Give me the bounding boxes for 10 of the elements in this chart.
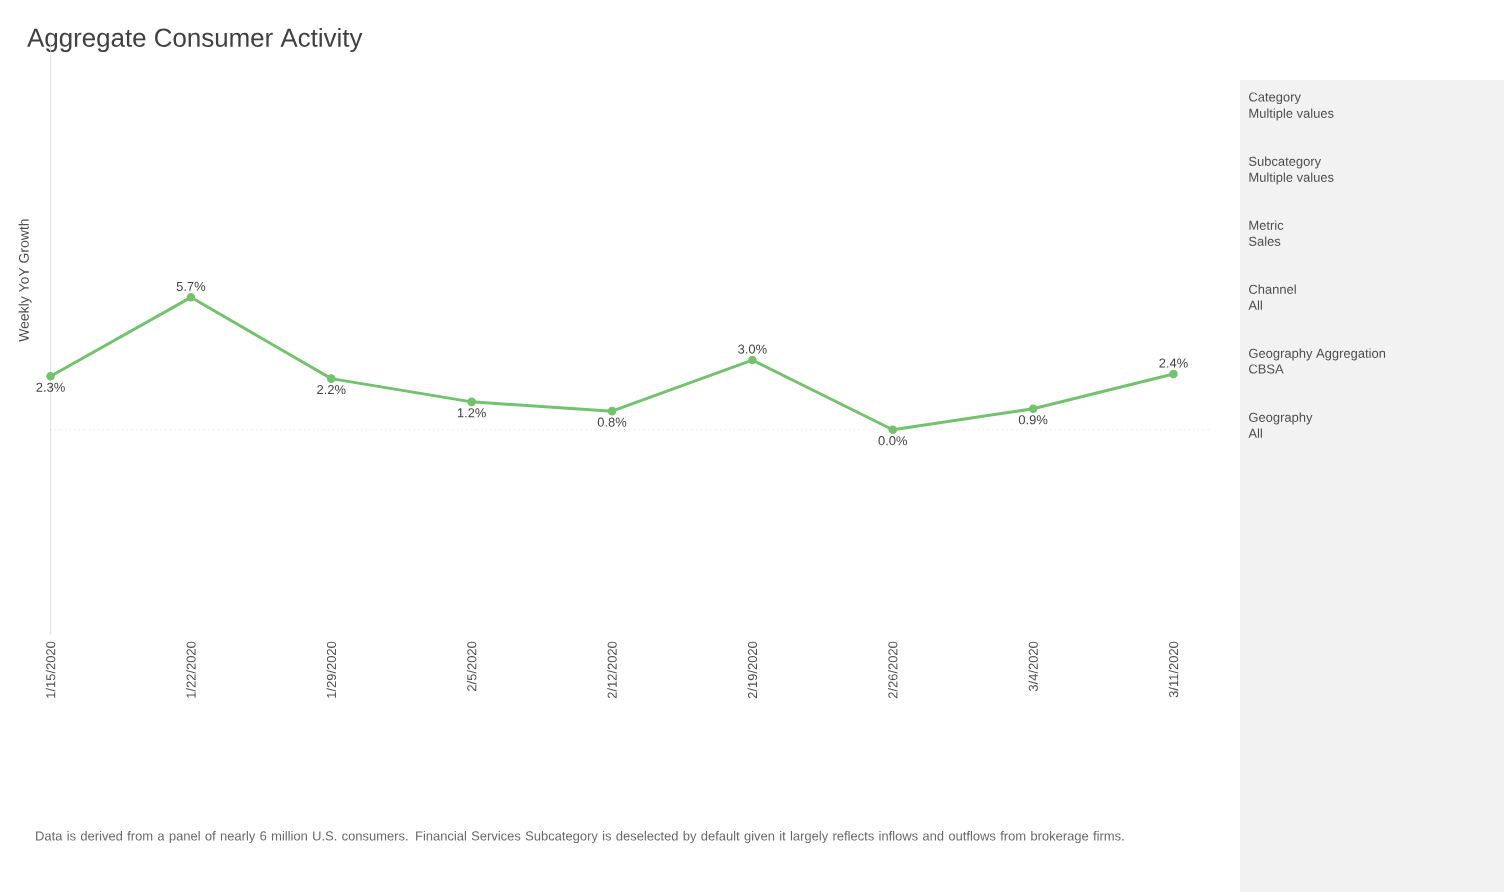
chart-title: Aggregate Consumer Activity: [27, 27, 363, 53]
point: [748, 355, 757, 365]
point: [326, 374, 336, 383]
point: [1169, 369, 1178, 379]
point: [467, 397, 476, 407]
point: [46, 372, 55, 381]
point: [186, 293, 196, 302]
point: [888, 425, 898, 435]
point: [1028, 404, 1038, 414]
point: [607, 406, 617, 416]
